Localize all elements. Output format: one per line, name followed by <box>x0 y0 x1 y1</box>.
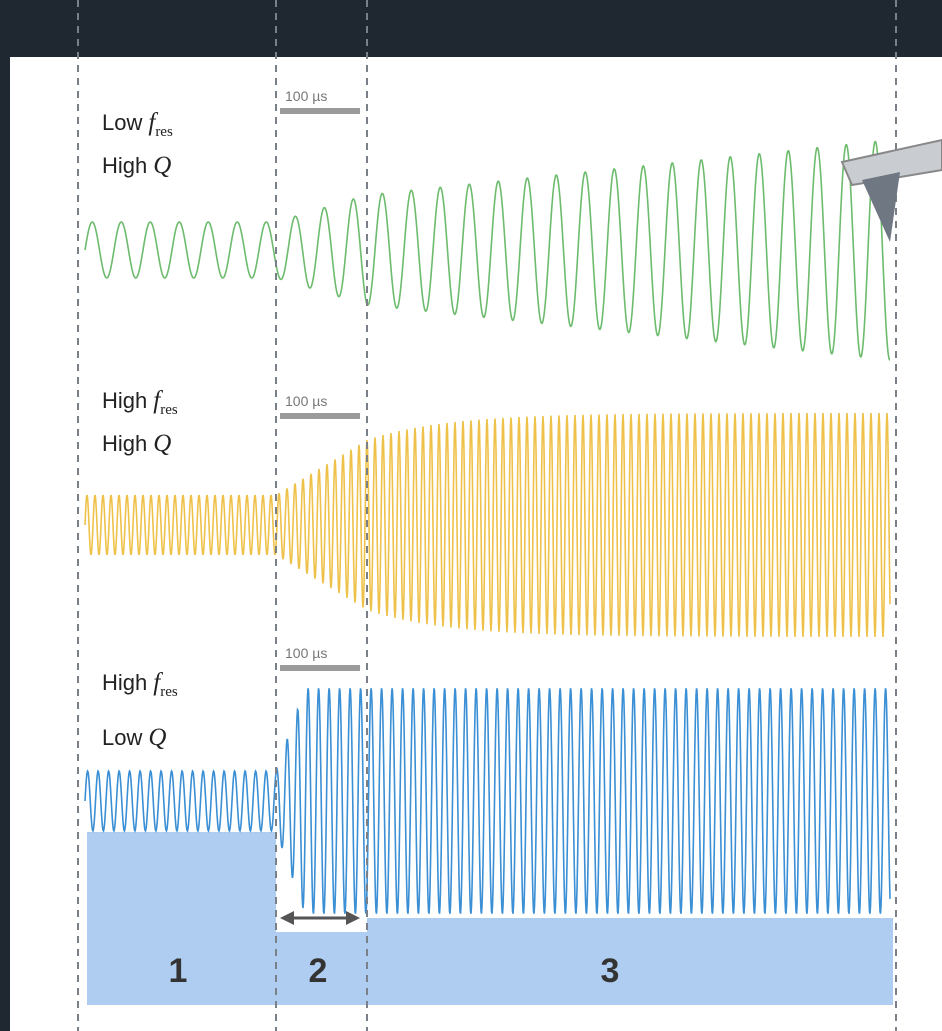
probe-tip <box>862 172 900 242</box>
waveform <box>84 412 891 638</box>
phase-label: 2 <box>309 952 328 990</box>
label-symbol: Q <box>153 430 171 457</box>
label-symbol: Q <box>153 152 171 179</box>
duration-arrow <box>280 911 360 925</box>
label-subscript: res <box>160 684 178 700</box>
arrow-head <box>280 911 294 925</box>
arrow-head <box>346 911 360 925</box>
quality-label: Low Q <box>102 724 166 751</box>
label-word: Low <box>102 725 142 750</box>
scale-bar <box>280 413 360 419</box>
resonance-label: High fres <box>102 387 178 418</box>
label-symbol: f <box>153 669 163 696</box>
phase-label: 1 <box>169 952 188 990</box>
resonance-label: High fres <box>102 669 178 700</box>
label-word: High <box>102 670 147 695</box>
label-word: High <box>102 388 147 413</box>
scale-bar-label: 100 µs <box>285 88 327 104</box>
phase-region <box>367 918 893 1005</box>
label-subscript: res <box>160 402 178 418</box>
label-symbol: Q <box>148 724 166 751</box>
phase-region <box>87 832 276 1005</box>
scale-bar-label: 100 µs <box>285 393 327 409</box>
scale-bar <box>280 108 360 114</box>
waveform <box>84 688 891 914</box>
quality-label: High Q <box>102 152 171 179</box>
waveforms <box>84 140 891 914</box>
probe-body <box>840 138 942 187</box>
label-word: Low <box>102 110 142 135</box>
resonance-label: Low fres <box>102 109 173 140</box>
scale-bar-label: 100 µs <box>285 645 327 661</box>
label-word: High <box>102 153 147 178</box>
label-word: High <box>102 431 147 456</box>
phase-label: 3 <box>601 952 620 990</box>
scale-bar <box>280 665 360 671</box>
phase-region <box>276 932 367 1005</box>
label-symbol: f <box>153 387 163 414</box>
quality-label: High Q <box>102 430 171 457</box>
label-subscript: res <box>155 124 173 140</box>
waveform <box>84 140 891 361</box>
label-symbol: f <box>148 109 158 136</box>
probe <box>840 138 942 242</box>
